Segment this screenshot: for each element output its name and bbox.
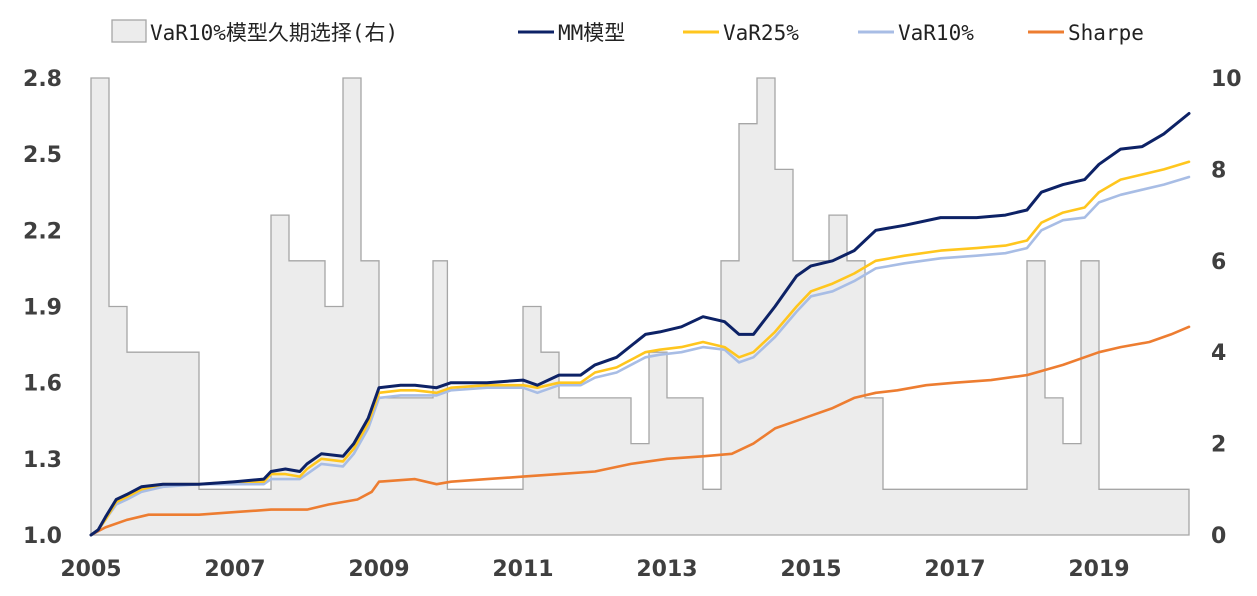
- x-tick-label: 2011: [492, 557, 553, 582]
- y-left-tick-label: 1.3: [23, 448, 62, 473]
- x-tick-label: 2007: [204, 557, 265, 582]
- x-tick-label: 2013: [636, 557, 697, 582]
- duration-area-layer: [90, 77, 1190, 536]
- legend-swatch-duration: [111, 19, 147, 43]
- y-right-tick-label: 2: [1211, 433, 1226, 458]
- legend-label: VaR10%模型久期选择(右): [150, 21, 398, 45]
- x-tick-label: 2005: [60, 557, 121, 582]
- legend-label: MM模型: [558, 21, 625, 45]
- y-right-tick-label: 6: [1211, 250, 1226, 275]
- y-left-tick-label: 1.0: [23, 524, 62, 549]
- y-left-tick-label: 1.6: [23, 372, 62, 397]
- series-lines-layer: [89, 112, 1191, 537]
- x-tick-label: 2017: [924, 557, 985, 582]
- y-left-tick-label: 2.5: [23, 143, 62, 168]
- x-tick-label: 2015: [780, 557, 841, 582]
- legend-label: Sharpe: [1068, 21, 1144, 45]
- series-line-var25: [89, 160, 1191, 537]
- legend-label: VaR25%: [723, 21, 799, 45]
- legend-label: VaR10%: [898, 21, 974, 45]
- y-left-tick-label: 2.2: [23, 219, 62, 244]
- axes-layer: 1.0 1.3 1.6 1.9 2.2 2.5 2.8 0 2 4 6 8 10 2005 2007 2009…: [23, 67, 1242, 582]
- series-line-mm-model: [89, 112, 1191, 537]
- series-line-var10: [89, 175, 1191, 537]
- series-line-sharpe: [89, 325, 1191, 537]
- y-left-tick-label: 2.8: [23, 67, 62, 92]
- legend: VaR10%模型久期选择(右) MM模型 VaR25% VaR10% Sharpe: [111, 19, 1144, 45]
- duration-step-area: [90, 77, 1190, 536]
- y-right-tick-label: 10: [1211, 67, 1242, 92]
- y-right-tick-label: 8: [1211, 158, 1226, 183]
- y-right-tick-label: 4: [1211, 341, 1226, 366]
- y-left-tick-label: 1.9: [23, 296, 62, 321]
- x-tick-label: 2009: [348, 557, 409, 582]
- y-right-tick-label: 0: [1211, 524, 1226, 549]
- x-tick-label: 2019: [1068, 557, 1129, 582]
